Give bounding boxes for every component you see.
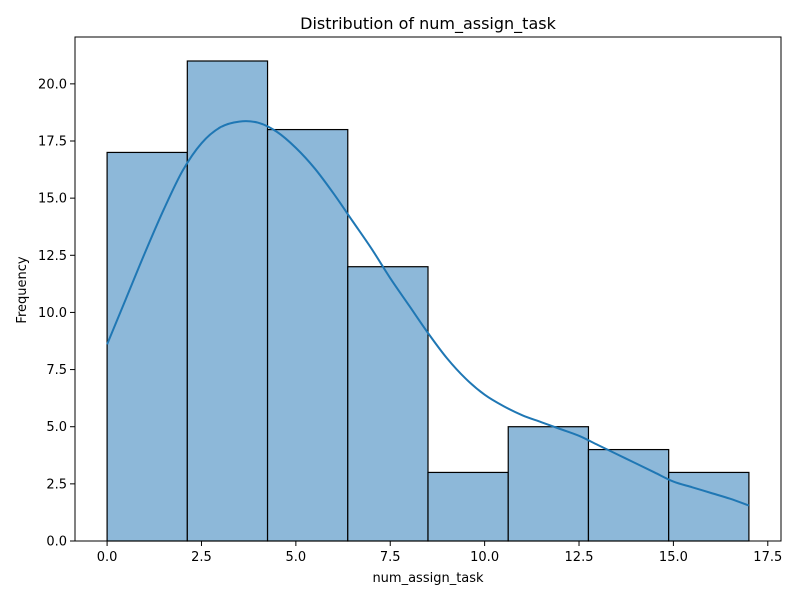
chart-title: Distribution of num_assign_task	[300, 14, 556, 34]
y-tick-label: 7.5	[46, 363, 67, 378]
histogram-bar	[427, 471, 509, 542]
x-tick-label: 2.5	[191, 550, 212, 565]
x-tick-label: 12.5	[565, 550, 594, 565]
x-tick-label: 0.0	[97, 550, 118, 565]
y-axis-ticks: 0.0 2.5 5.0 7.5 10.0 12.5 15.0 17.5 20.0	[38, 77, 75, 550]
y-tick-label: 17.5	[38, 135, 67, 150]
kde-curve	[106, 120, 750, 507]
y-tick-label: 12.5	[38, 249, 67, 264]
y-tick-label: 15.0	[38, 192, 67, 207]
x-tick-label: 5.0	[286, 550, 307, 565]
y-tick-label: 5.0	[46, 420, 67, 435]
x-tick-label: 10.0	[470, 550, 499, 565]
y-axis-label: Frequency	[15, 256, 30, 323]
histogram-bar	[347, 266, 429, 542]
x-tick-label: 15.0	[659, 550, 688, 565]
histogram-bar	[507, 426, 590, 542]
histogram-bar	[186, 60, 269, 542]
histogram-bar	[668, 471, 750, 542]
y-tick-label: 20.0	[38, 77, 67, 92]
histogram-bar	[587, 448, 670, 542]
histogram-bar	[266, 128, 349, 542]
y-tick-label: 0.0	[46, 535, 67, 550]
x-tick-label: 7.5	[380, 550, 401, 565]
x-tick-label: 17.5	[753, 550, 782, 565]
bars-group	[106, 60, 750, 542]
y-tick-label: 2.5	[46, 477, 67, 492]
histogram-bar	[106, 151, 188, 542]
y-tick-label: 10.0	[38, 306, 67, 321]
plot-frame	[74, 36, 782, 542]
x-axis-label: num_assign_task	[372, 571, 484, 586]
x-axis-ticks: 0.0 2.5 5.0 7.5 10.0 12.5 15.0 17.5	[97, 541, 782, 565]
